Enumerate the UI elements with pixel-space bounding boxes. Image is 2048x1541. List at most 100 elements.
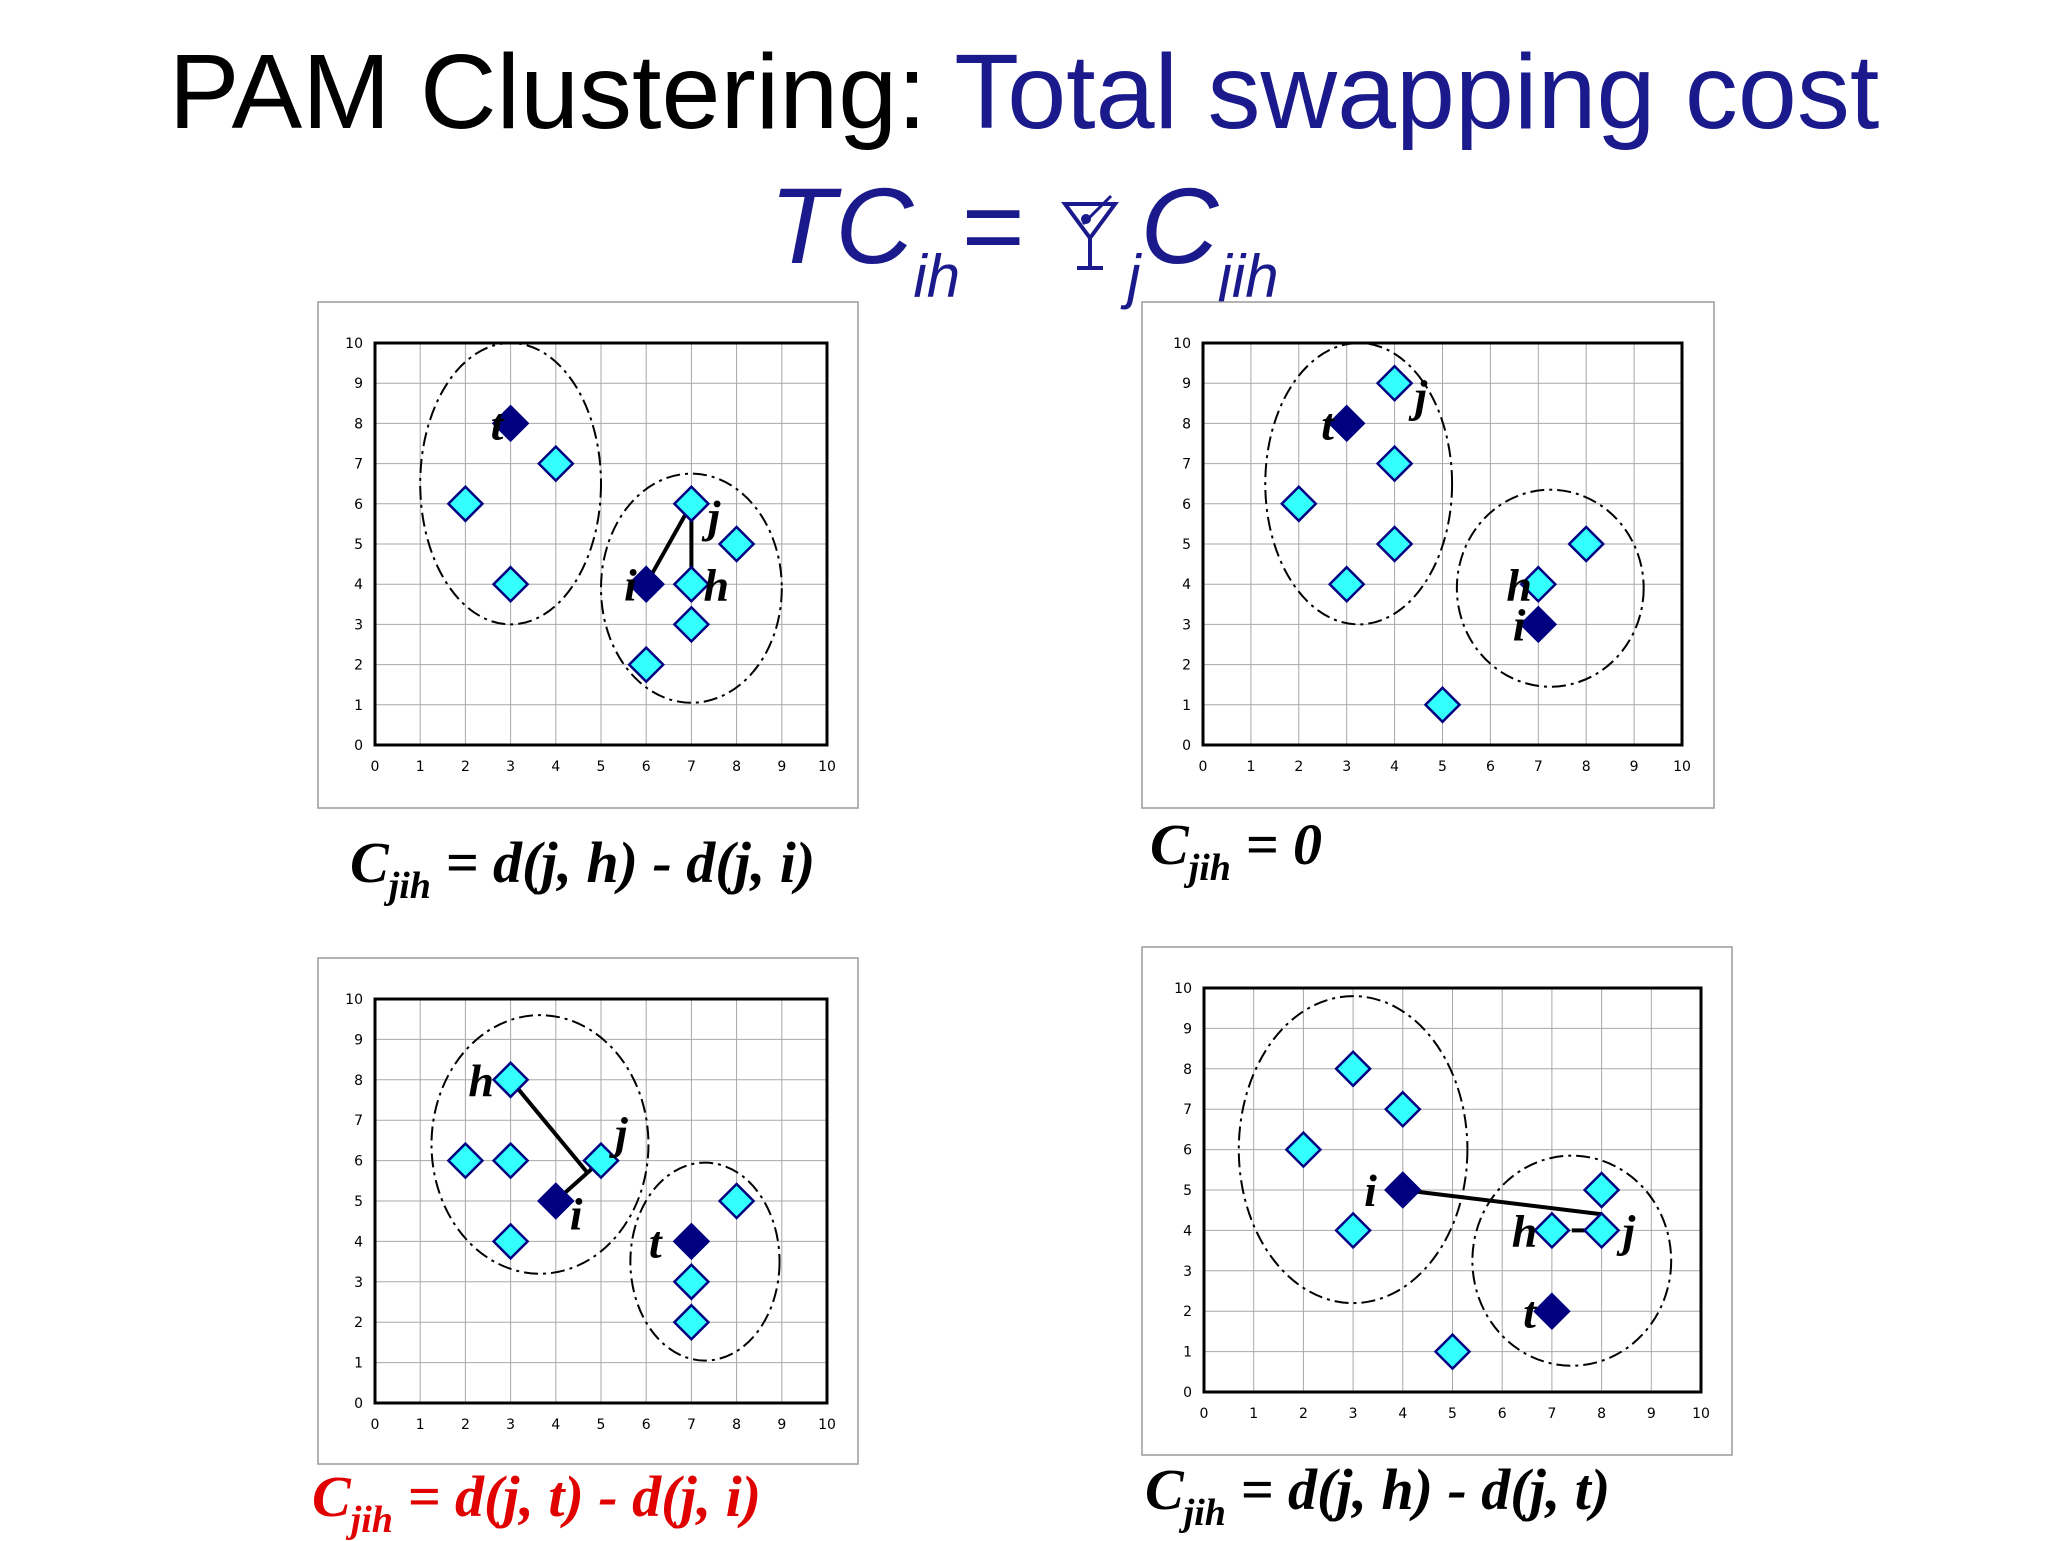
medoid-point [1384,1171,1422,1209]
point-label-i: i [624,559,637,610]
y-tick-label: 3 [1182,617,1191,633]
x-tick-label: 7 [687,1417,696,1433]
y-tick-label: 10 [1173,336,1191,352]
formula-rhs-subscript: jih [1218,243,1279,310]
point-label-t: t [649,1217,663,1268]
y-tick-label: 8 [354,416,363,432]
x-tick-label: 8 [1597,1406,1606,1422]
x-tick-label: 8 [732,1417,741,1433]
formula-lhs: TC [769,165,914,286]
cluster-outline [419,342,603,626]
y-tick-label: 8 [1182,416,1191,432]
distance-line [1402,1188,1602,1217]
medoid-point [537,1182,575,1220]
y-tick-label: 1 [354,1356,363,1372]
data-point [1519,565,1558,603]
distance-line [509,1078,589,1174]
caption-3-subscript: jih [350,1499,393,1541]
slide-title: PAM Clustering: Total swapping cost [0,32,2048,152]
y-tick-label: 7 [1183,1102,1192,1118]
y-tick-label: 5 [1182,537,1191,553]
y-tick-label: 4 [354,577,363,593]
y-tick-label: 1 [1182,698,1191,714]
x-tick-label: 3 [506,759,515,775]
formula-sum-subscript: j [1127,243,1141,310]
x-tick-label: 5 [1438,759,1447,775]
x-tick-label: 7 [1547,1406,1556,1422]
data-point [717,1182,756,1220]
cluster-outline [1237,995,1469,1305]
data-point [627,645,665,684]
title-prefix: PAM Clustering: [168,33,927,151]
cluster-outline [1264,342,1454,626]
x-tick-label: 10 [1692,1406,1710,1422]
caption-1-symbol: C [350,830,389,895]
caption-plot-1: Cjih = d(j, h) - d(j, i) [350,828,816,907]
x-tick-label: 5 [597,1417,606,1433]
caption-plot-3: Cjih = d(j, t) - d(j, i) [312,1462,762,1541]
x-tick-label: 1 [1249,1406,1258,1422]
caption-plot-4: Cjih = d(j, h) - d(j, t) [1145,1455,1611,1534]
caption-plot-2: Cjih = 0 [1150,810,1322,889]
point-label-t: t [491,398,505,449]
data-point [1533,1211,1571,1250]
x-tick-label: 5 [597,759,606,775]
data-point [446,1141,485,1180]
plot-area-border [1201,341,1684,747]
plot-area-border [1202,986,1703,1394]
data-point [1375,525,1414,563]
data-point [446,485,485,523]
data-point [672,605,711,644]
data-point [672,565,711,603]
point-label-i: i [1364,1165,1377,1216]
x-tick-label: 6 [1486,759,1495,775]
y-tick-label: 2 [354,1315,363,1331]
data-point [1284,1130,1323,1169]
data-point [1375,444,1414,483]
caption-4-expression: = d(j, h) - d(j, t) [1225,1457,1611,1522]
y-tick-label: 1 [1183,1345,1192,1361]
formula-lhs-subscript: ih [913,243,961,310]
x-tick-label: 0 [1200,1406,1209,1422]
x-tick-label: 3 [506,1417,515,1433]
cluster-outline [629,1161,781,1362]
x-tick-label: 7 [1534,759,1543,775]
data-point [1567,525,1605,563]
point-label-t: t [1321,398,1335,449]
medoid-point [1327,404,1366,443]
data-point [491,1141,530,1180]
data-point [1280,485,1318,523]
caption-2-expression: = 0 [1230,812,1322,877]
x-tick-label: 9 [1630,759,1639,775]
y-tick-label: 7 [354,457,363,473]
caption-1-expression: = d(j, h) - d(j, i) [430,830,816,895]
x-tick-label: 8 [732,759,741,775]
y-tick-label: 2 [1182,658,1191,674]
data-point [672,1303,711,1341]
y-tick-label: 1 [354,698,363,714]
x-tick-label: 6 [1498,1406,1507,1422]
y-tick-label: 0 [354,738,363,754]
chart-frame [1141,301,1715,809]
point-label-i: i [570,1188,583,1239]
y-tick-label: 9 [354,1032,363,1048]
cluster-outline [430,1014,650,1275]
caption-4-subscript: jih [1183,1492,1226,1534]
chart-frame [317,957,859,1465]
y-tick-label: 7 [354,1113,363,1129]
formula-equals: = [960,165,1024,286]
data-point [672,485,711,523]
y-tick-label: 4 [354,1234,363,1250]
y-tick-label: 6 [1182,497,1191,513]
x-tick-label: 5 [1448,1406,1457,1422]
medoid-point [1519,605,1558,644]
x-tick-label: 0 [1199,759,1208,775]
y-tick-label: 2 [354,658,363,674]
point-label-h: h [468,1055,494,1106]
x-tick-label: 3 [1349,1406,1358,1422]
caption-3-expression: = d(j, t) - d(j, i) [392,1464,762,1529]
x-tick-label: 8 [1582,759,1591,775]
data-point [1582,1171,1621,1209]
y-tick-label: 4 [1182,577,1191,593]
